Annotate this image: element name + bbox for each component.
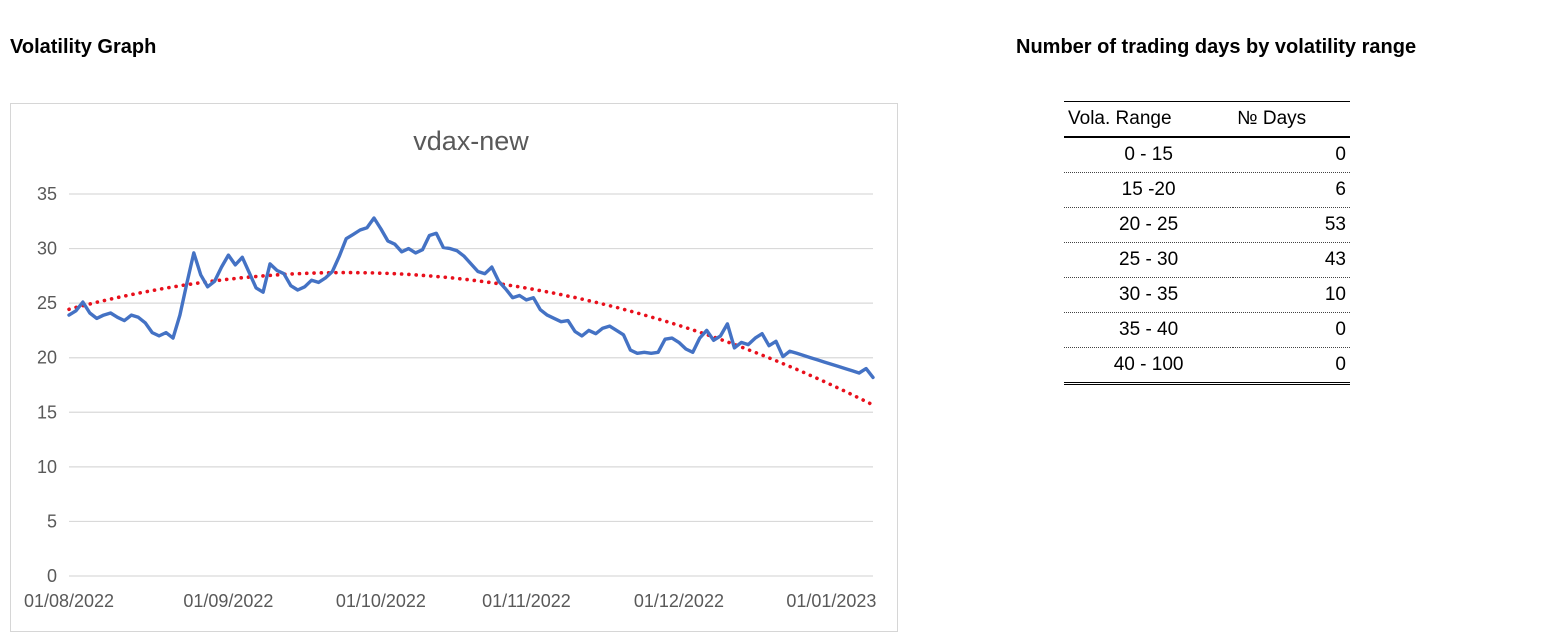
x-axis-tick-label: 01/12/2022	[634, 591, 724, 611]
volatility-range-table: Vola. Range № Days 0 - 15 0 15 -20 6 20 - 25…	[1064, 101, 1350, 385]
num-days-cell: 53	[1233, 207, 1350, 243]
table-row: 25 - 30 43	[1064, 242, 1350, 278]
y-axis-tick-label: 25	[37, 293, 57, 313]
table-row: 40 - 100 0	[1064, 347, 1350, 385]
num-days-cell: 0	[1233, 137, 1350, 173]
num-days-cell: 6	[1233, 172, 1350, 208]
num-days-cell: 0	[1233, 312, 1350, 348]
volatility-graph-heading: Volatility Graph	[10, 36, 157, 58]
vola-range-cell: 25 - 30	[1064, 242, 1234, 278]
num-days-cell: 10	[1233, 277, 1350, 313]
column-header-num-days: № Days	[1233, 101, 1350, 138]
num-days-cell: 43	[1233, 242, 1350, 278]
vola-range-cell: 15 -20	[1064, 172, 1234, 208]
trading-days-table-heading: Number of trading days by volatility ran…	[1016, 36, 1417, 58]
y-axis-tick-label: 35	[37, 184, 57, 204]
vola-range-cell: 35 - 40	[1064, 312, 1234, 348]
vola-range-cell: 0 - 15	[1064, 137, 1234, 173]
y-axis-tick-label: 15	[37, 402, 57, 422]
volatility-line-chart: 0 5 10 15 20 25 30 35 01/08/2022 01/09/2022 01/10/…	[10, 103, 898, 632]
x-axis-tick-label: 01/11/2022	[482, 591, 571, 611]
y-axis-tick-label: 20	[37, 348, 57, 368]
chart-canvas: 0 5 10 15 20 25 30 35 01/08/2022 01/09/2022 01/10/…	[24, 184, 877, 611]
column-header-vola-range: Vola. Range	[1064, 101, 1234, 138]
y-axis-tick-label: 30	[37, 239, 57, 259]
x-axis-tick-label: 01/10/2022	[336, 591, 426, 611]
x-axis-tick-label: 01/09/2022	[183, 591, 273, 611]
chart-title: vdax-new	[413, 126, 529, 156]
vola-range-cell: 30 - 35	[1064, 277, 1234, 313]
vola-range-cell: 20 - 25	[1064, 207, 1234, 243]
y-axis-tick-label: 0	[47, 566, 57, 586]
table-header-row: Vola. Range № Days	[1064, 101, 1350, 138]
x-axis-tick-label: 01/08/2022	[24, 591, 114, 611]
table-row: 35 - 40 0	[1064, 312, 1350, 348]
vdax-series-line	[67, 216, 875, 380]
table-row: 15 -20 6	[1064, 172, 1350, 208]
table-row: 0 - 15 0	[1064, 137, 1350, 173]
x-axis-tick-label: 01/01/2023	[786, 591, 876, 611]
table-row: 20 - 25 53	[1064, 207, 1350, 243]
y-axis-tick-label: 5	[47, 511, 57, 531]
vola-range-cell: 40 - 100	[1064, 347, 1234, 385]
table-row: 30 - 35 10	[1064, 277, 1350, 313]
y-axis-tick-label: 10	[37, 457, 57, 477]
num-days-cell: 0	[1233, 347, 1350, 385]
